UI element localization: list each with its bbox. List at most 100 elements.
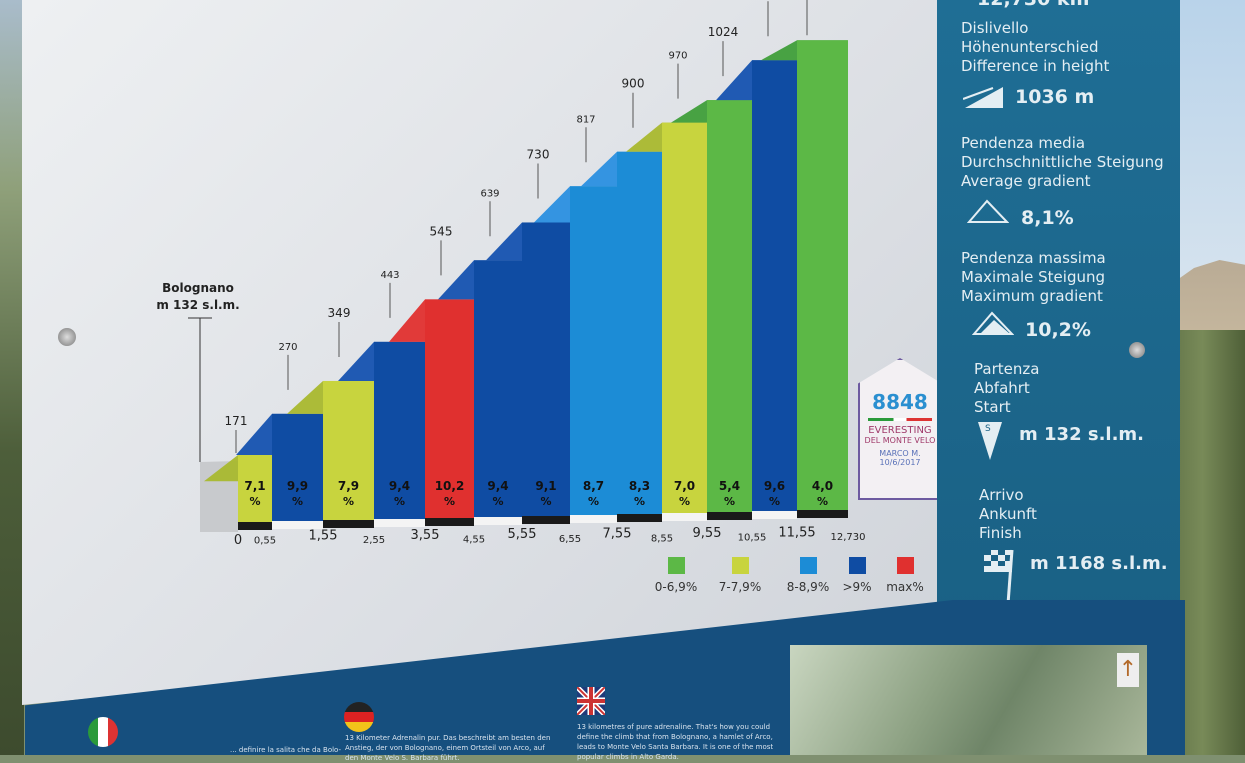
total-length: 12,730 km [977, 0, 1089, 10]
difference-value: 1036 m [1015, 86, 1095, 108]
percent-label: % [588, 495, 599, 508]
gradient-bar [662, 122, 707, 513]
finish-value: m 1168 s.l.m. [1030, 553, 1168, 574]
km-tick-label: 9,55 [693, 526, 722, 541]
finish-labels: Arrivo Ankunft Finish [979, 486, 1037, 542]
max-labels: Pendenza massima Maximale Steigung Maximum… [961, 249, 1106, 305]
start-marker-icon [978, 422, 1002, 460]
screw [58, 328, 76, 346]
elevation-label: 270 [278, 342, 297, 353]
gradient-bar [238, 455, 272, 522]
mountain-solid-icon [972, 311, 1014, 335]
slope-icon [963, 87, 1003, 108]
start-elevation-label: m 132 s.l.m. [156, 298, 239, 312]
avg-gradient-value: 8,1% [1021, 207, 1074, 229]
gradient-label: 8,3 [629, 479, 650, 493]
km-strip [707, 512, 752, 520]
elevation-profile-chart: Bolognano m 132 s.l.m. 7,1% 171 9,9% 270 7,9% 3… [156, 0, 866, 548]
percent-label: % [444, 495, 455, 508]
gradient-label: 7,9 [338, 479, 359, 493]
elevation-label: 443 [380, 270, 399, 281]
percent-label: % [394, 495, 405, 508]
gradient-label: 9,1 [535, 479, 556, 493]
km-strip [238, 522, 272, 530]
gradient-bar [323, 380, 374, 520]
km-tick-label: 1,55 [309, 528, 338, 543]
logo-number: 8848 [872, 390, 928, 414]
gradient-bar [752, 60, 797, 511]
mountain-outline-icon [967, 199, 1009, 223]
km-tick-label: 6,55 [559, 534, 581, 545]
legend-label: >9% [842, 580, 872, 594]
km-strip [374, 519, 425, 527]
legend-item: 0-6,9% [646, 557, 706, 594]
km-tick-label: 2,55 [363, 535, 385, 546]
gradient-bar [425, 299, 474, 518]
gradient-bar [474, 260, 522, 517]
gradient-label: 9,9 [287, 479, 308, 493]
foliage [0, 0, 24, 755]
percent-label: % [724, 495, 735, 508]
km-strip [272, 521, 323, 529]
logo-line: 10/6/2017 [879, 458, 921, 467]
legend-swatch [731, 557, 749, 574]
km-tick-label: 7,55 [603, 527, 632, 542]
km-tick-label: 4,55 [463, 535, 485, 546]
gradient-label: 8,7 [583, 479, 604, 493]
legend-label: max% [886, 580, 924, 594]
km-tick-label: 3,55 [411, 528, 440, 543]
start-label: Bolognano [162, 281, 234, 295]
km-strip [522, 516, 570, 524]
gradient-bar [797, 40, 848, 511]
start-letter: S [985, 424, 991, 434]
route-map[interactable]: ↑ [790, 645, 1147, 755]
gradient-bar [617, 151, 662, 514]
gradient-label: 5,4 [719, 479, 740, 493]
checkered-flag-icon [984, 549, 1014, 605]
legend-item: 8-8,9% [778, 557, 838, 594]
screw [1129, 342, 1145, 358]
km-strip [617, 514, 662, 522]
english-text: 13 kilometres of pure adrenaline. That's… [577, 723, 774, 761]
km-tick-label: 0,55 [254, 536, 276, 547]
percent-label: % [769, 495, 780, 508]
max-gradient-value: 10,2% [1025, 319, 1091, 341]
km-strip [797, 510, 848, 518]
km-strip [323, 520, 374, 528]
km-strip [570, 515, 617, 523]
km-strip [425, 518, 474, 526]
elevation-label: 349 [328, 306, 351, 320]
gradient-label: 9,4 [389, 479, 410, 493]
legend-swatch [667, 557, 685, 574]
gradient-bar [570, 186, 617, 515]
km-strip [662, 513, 707, 521]
elevation-label: 545 [430, 224, 453, 238]
german-flag-icon [344, 702, 374, 732]
everesting-logo: 8848 EVERESTING DEL MONTE VELO MARCO M. … [858, 358, 942, 500]
elevation-label: 730 [527, 147, 550, 161]
percent-label: % [292, 495, 303, 508]
legend-item: >9% [827, 557, 887, 594]
km-tick-label: 10,55 [738, 533, 767, 544]
km-tick-label: 11,55 [778, 525, 815, 540]
km-tick-label: 8,55 [651, 533, 673, 544]
gradient-label: 10,2 [435, 479, 465, 493]
km-strip [752, 511, 797, 519]
gradient-bar [707, 100, 752, 512]
percent-label: % [249, 495, 260, 508]
start-labels: Partenza Abfahrt Start [974, 360, 1040, 416]
km-tick-label: 12,730 [831, 532, 866, 543]
percent-label: % [679, 495, 690, 508]
gradient-bar [522, 222, 570, 516]
km-tick-label: 0 [234, 533, 242, 548]
legend-label: 7-7,9% [718, 580, 762, 594]
stats-sidebar: 12,730 km DislivelloHöhenunterschiedDiff… [937, 0, 1180, 615]
km-strip [474, 517, 522, 525]
elevation-label: 817 [576, 114, 595, 125]
gradient-label: 4,0 [812, 479, 833, 493]
legend-label: 0-6,9% [654, 580, 698, 594]
elevation-label: 970 [668, 51, 687, 62]
percent-label: % [634, 495, 645, 508]
start-value: m 132 s.l.m. [1019, 424, 1145, 445]
legend-item: 7-7,9% [710, 557, 770, 594]
